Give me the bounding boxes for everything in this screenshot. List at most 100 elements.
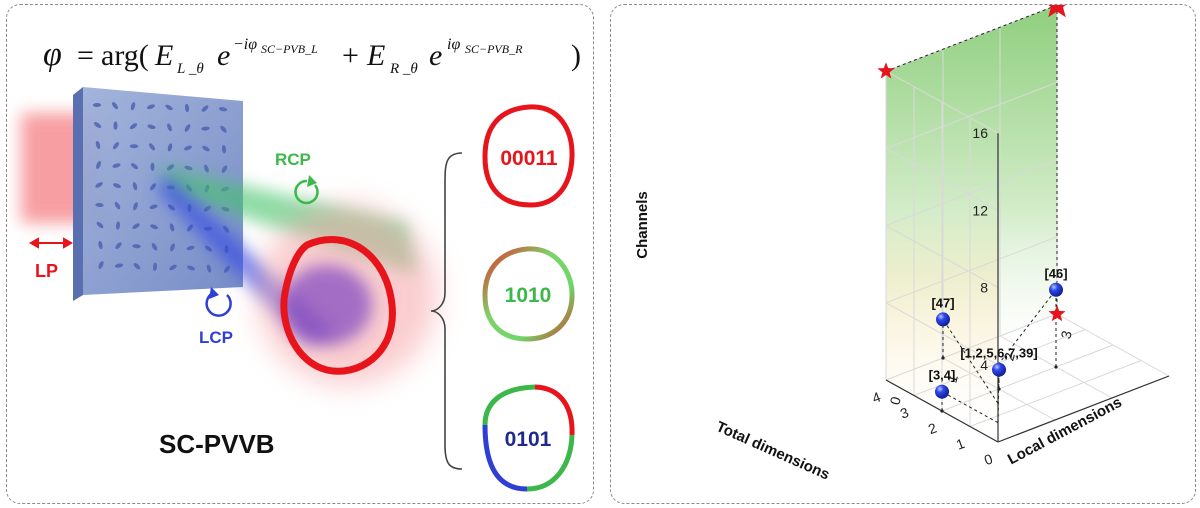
formula-phi: φ	[43, 36, 62, 73]
metasurface-pillar	[150, 224, 158, 230]
z-axis-ticks: 4 8 12 16	[972, 125, 988, 373]
code-label-1010: 1010	[505, 284, 552, 307]
our-work-star	[1048, 5, 1066, 18]
lp-label: LP	[35, 261, 58, 281]
projection-star	[1048, 305, 1066, 322]
z-tick-label: 12	[972, 202, 988, 218]
formula-plus: +	[342, 39, 359, 72]
metasurface-pillar	[221, 145, 227, 154]
data-point-label: [46]	[1044, 266, 1067, 281]
lp-double-arrow-icon	[28, 237, 74, 249]
data-sphere	[935, 384, 949, 399]
metasurface-pillar	[223, 225, 229, 233]
data-sphere	[1049, 282, 1063, 297]
metasurface-pillar	[98, 261, 104, 269]
formula-exp-right: iφ	[447, 36, 460, 53]
data-point-label: [47]	[931, 295, 954, 310]
projection-star	[877, 62, 895, 79]
formula-arg: arg(	[101, 39, 149, 72]
metasurface-pillar	[187, 265, 195, 271]
metasurface-pillar	[218, 107, 228, 112]
code-label-00011: 00011	[500, 147, 558, 170]
y-tick-label: 3	[1057, 329, 1075, 341]
metasurface-pillar	[184, 165, 193, 171]
metasurface-pillar	[204, 245, 213, 252]
y-axis-line	[997, 375, 1170, 443]
metasurface-pillar	[132, 182, 138, 191]
x-tick-label: 2	[926, 419, 939, 437]
metasurface-pillar	[129, 123, 138, 130]
vortex-ring	[280, 236, 396, 375]
metasurface-pillar	[114, 201, 121, 210]
metasurface-pillar	[184, 103, 190, 113]
metasurface-pillar	[112, 163, 121, 168]
metasurface-pillar	[130, 102, 136, 111]
metasurface-pillar	[113, 142, 119, 150]
z-tick-label: 8	[980, 280, 988, 296]
projection-line	[942, 319, 999, 404]
projection-line	[997, 289, 1057, 366]
metasurface-pillar	[152, 262, 158, 271]
metasurface-pillar	[147, 104, 155, 110]
code-label-0101: 0101	[505, 428, 552, 451]
y-axis-ticks: 0 1 2 3	[886, 329, 1075, 407]
y-tick-label: 0	[886, 395, 904, 407]
metasurface-pillar	[95, 202, 104, 208]
metasurface-pillar	[150, 162, 155, 172]
metasurface-pillar	[151, 243, 158, 251]
metasurface-pillar	[95, 182, 103, 188]
data-point-label: [3,4]	[929, 368, 956, 383]
code-ring-1010: 1010	[482, 246, 575, 342]
metasurface-pillar	[220, 125, 227, 133]
metasurface-pillar	[149, 143, 155, 151]
left-diagram-svg: φ = arg( E L _θ e −iφ SC−PVB_L + E R _θ …	[21, 36, 581, 492]
metasurface-pillar	[132, 223, 140, 229]
metasurface-pillar	[93, 122, 102, 128]
lcp-label: LCP	[199, 328, 233, 347]
metasurface-pillar	[184, 145, 192, 151]
y-tick-label: 1	[943, 373, 961, 385]
projection-line	[885, 5, 1058, 72]
device-label: SC-PVVB	[159, 429, 275, 459]
formula-eq: =	[77, 39, 94, 72]
metasurface-pillar	[98, 240, 103, 250]
metasurface-pillar	[150, 183, 156, 191]
floor-point	[940, 409, 944, 413]
metasurface-pillar	[113, 183, 121, 188]
metasurface-pillar	[129, 144, 139, 149]
left-panel: φ = arg( E L _θ e −iφ SC−PVB_L + E R _θ …	[6, 4, 594, 504]
y-axis-label: Local dimensions	[1005, 394, 1125, 468]
metasurface-pillar	[167, 204, 176, 211]
z-axis-label: Channels	[634, 191, 651, 259]
metasurface-pillar	[204, 164, 209, 173]
phase-formula: φ = arg( E L _θ e −iφ SC−PVB_L + E R _θ …	[43, 36, 581, 77]
data-point-label: [1,2,5,6,7,39]	[960, 346, 1037, 361]
rcp-circular-arrow-icon	[294, 179, 319, 205]
metasurface-pillar	[224, 265, 230, 273]
code-ring-0101: 0101	[482, 384, 575, 492]
lcp-arrowhead-icon	[209, 287, 219, 299]
metasurface-pillar	[187, 224, 193, 232]
metasurface-pillar	[114, 263, 124, 268]
metasurface-pillar	[203, 205, 212, 212]
x-tick-label: 1	[954, 435, 967, 453]
grouping-brace	[430, 152, 463, 470]
metasurface-pillar	[130, 163, 139, 170]
metasurface-pillar	[165, 104, 173, 111]
metasurface-pillar	[115, 221, 121, 230]
metasurface-pillar	[169, 223, 175, 232]
metasurface-pillar	[132, 244, 141, 249]
metasurface-pillar	[92, 103, 102, 107]
formula-e-right: e	[429, 39, 442, 72]
metasurface-pillar	[201, 126, 210, 131]
metasurface-pillar	[221, 165, 228, 173]
x-tick-label: 0	[982, 450, 995, 468]
formula-E-right: E	[366, 39, 385, 72]
metasurface-pillar	[133, 202, 138, 211]
data-sphere	[992, 362, 1006, 377]
formula-exp-left-sub: SC−PVB_L	[261, 42, 318, 56]
metasurface-pillar	[96, 221, 104, 229]
vortex-core	[282, 265, 372, 345]
z-tick-label: 16	[972, 125, 988, 141]
metasurface-pillar	[201, 105, 209, 112]
